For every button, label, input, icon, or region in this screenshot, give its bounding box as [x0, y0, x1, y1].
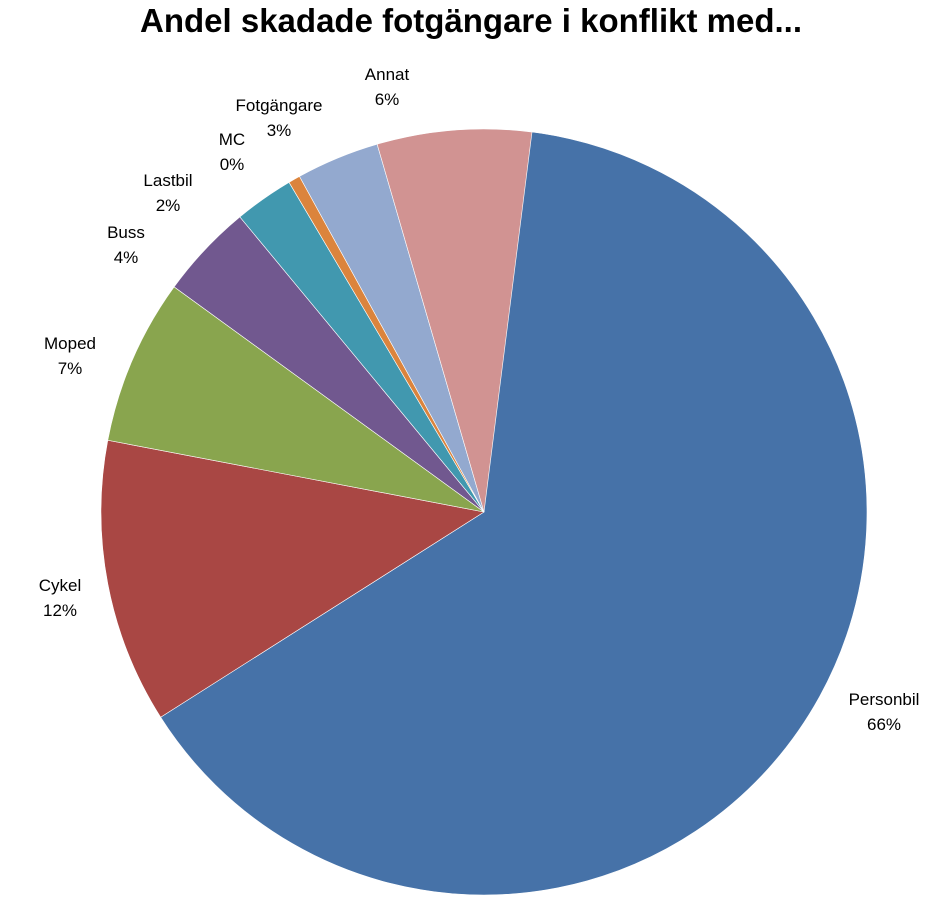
slice-label-annat: Annat 6%	[365, 65, 410, 109]
slice-label-lastbil: Lastbil 2%	[143, 171, 192, 215]
pie-slice-personbil	[160, 128, 868, 896]
pie-slice-cykel	[100, 439, 485, 718]
chart-title: Andel skadade fotgängare i konflikt med.…	[140, 2, 802, 39]
slice-labels: Personbil 66% Cykel 12% Moped 7% Buss 4% Lastbil…	[39, 65, 920, 734]
slice-label-buss: Buss 4%	[107, 223, 145, 267]
slice-label-personbil: Personbil 66%	[849, 690, 920, 734]
pie-slice-moped	[107, 286, 485, 513]
pie-slice-annat	[376, 128, 533, 513]
slice-label-fotgängare: Fotgängare 3%	[236, 96, 323, 140]
slice-label-mc: MC 0%	[219, 130, 245, 174]
slice-label-cykel: Cykel 12%	[39, 576, 82, 620]
pie-slices	[100, 128, 868, 896]
slice-label-moped: Moped 7%	[44, 334, 96, 378]
